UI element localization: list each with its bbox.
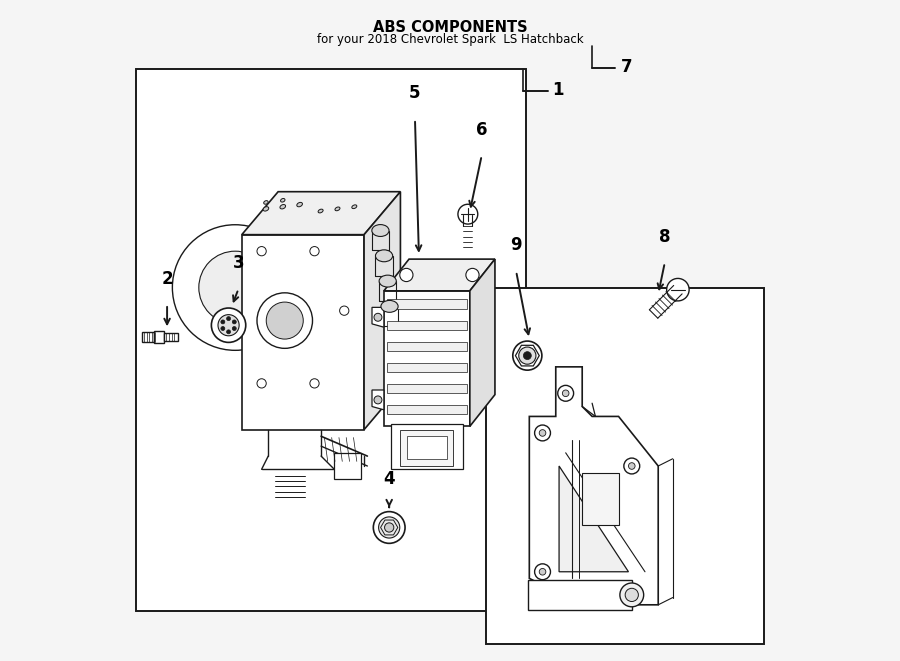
- Bar: [334, 453, 361, 479]
- Circle shape: [374, 512, 405, 543]
- Polygon shape: [364, 192, 400, 430]
- Ellipse shape: [280, 204, 285, 209]
- Ellipse shape: [372, 225, 389, 237]
- Ellipse shape: [379, 275, 396, 287]
- Ellipse shape: [297, 202, 302, 207]
- Text: 7: 7: [620, 58, 632, 76]
- Bar: [400, 430, 454, 466]
- Circle shape: [257, 379, 266, 388]
- Circle shape: [173, 225, 298, 350]
- Circle shape: [310, 247, 320, 256]
- Circle shape: [379, 517, 400, 538]
- Circle shape: [374, 313, 382, 321]
- Bar: [407, 436, 446, 459]
- Circle shape: [218, 315, 239, 336]
- Polygon shape: [384, 259, 495, 291]
- Polygon shape: [559, 466, 628, 572]
- Circle shape: [667, 278, 689, 301]
- Bar: [154, 331, 165, 343]
- Circle shape: [466, 268, 479, 282]
- Polygon shape: [528, 580, 632, 610]
- Text: 9: 9: [510, 237, 522, 254]
- Bar: [391, 424, 464, 469]
- Text: 1: 1: [553, 81, 564, 99]
- Circle shape: [220, 320, 225, 324]
- Polygon shape: [582, 473, 618, 525]
- Ellipse shape: [375, 250, 392, 262]
- Circle shape: [624, 458, 640, 474]
- Bar: [387, 321, 466, 330]
- Bar: [387, 342, 466, 351]
- Circle shape: [339, 306, 349, 315]
- Circle shape: [562, 390, 569, 397]
- Text: ABS COMPONENTS: ABS COMPONENTS: [373, 20, 527, 35]
- Circle shape: [400, 268, 413, 282]
- Circle shape: [227, 330, 230, 334]
- Polygon shape: [470, 259, 495, 426]
- Circle shape: [535, 564, 551, 580]
- Bar: [486, 288, 764, 644]
- Circle shape: [628, 463, 635, 469]
- Circle shape: [220, 327, 225, 330]
- Circle shape: [232, 327, 237, 330]
- Circle shape: [535, 425, 551, 441]
- Circle shape: [232, 320, 237, 324]
- Circle shape: [257, 247, 266, 256]
- Ellipse shape: [352, 205, 356, 209]
- Polygon shape: [242, 192, 400, 235]
- Circle shape: [212, 308, 246, 342]
- Polygon shape: [372, 390, 384, 410]
- Bar: [387, 363, 466, 372]
- Text: for your 2018 Chevrolet Spark  LS Hatchback: for your 2018 Chevrolet Spark LS Hatchba…: [317, 33, 583, 46]
- Bar: [142, 332, 154, 342]
- Circle shape: [257, 293, 312, 348]
- Circle shape: [518, 347, 536, 364]
- Text: 3: 3: [233, 254, 244, 272]
- Ellipse shape: [264, 201, 268, 204]
- Ellipse shape: [281, 198, 285, 202]
- Circle shape: [626, 588, 638, 602]
- Polygon shape: [242, 235, 364, 430]
- Polygon shape: [384, 291, 470, 426]
- Bar: [387, 299, 466, 309]
- Text: 8: 8: [659, 228, 670, 246]
- Circle shape: [539, 430, 545, 436]
- Circle shape: [374, 396, 382, 404]
- Circle shape: [539, 568, 545, 575]
- Circle shape: [620, 583, 643, 607]
- Ellipse shape: [318, 209, 323, 213]
- Text: 4: 4: [383, 470, 395, 488]
- Bar: [387, 384, 466, 393]
- Bar: [165, 333, 177, 341]
- Text: 5: 5: [410, 85, 420, 102]
- Bar: [136, 69, 526, 611]
- Circle shape: [266, 302, 303, 339]
- Ellipse shape: [335, 207, 340, 211]
- Circle shape: [384, 523, 394, 532]
- Text: 6: 6: [476, 121, 488, 139]
- Circle shape: [524, 352, 531, 360]
- Text: 2: 2: [161, 270, 173, 288]
- Polygon shape: [372, 307, 384, 327]
- Ellipse shape: [381, 300, 398, 313]
- Circle shape: [227, 317, 230, 321]
- Circle shape: [558, 385, 573, 401]
- Circle shape: [310, 379, 320, 388]
- Ellipse shape: [263, 207, 269, 211]
- Bar: [387, 405, 466, 414]
- Polygon shape: [529, 367, 658, 605]
- Circle shape: [199, 251, 272, 324]
- Circle shape: [458, 204, 478, 224]
- Circle shape: [513, 341, 542, 370]
